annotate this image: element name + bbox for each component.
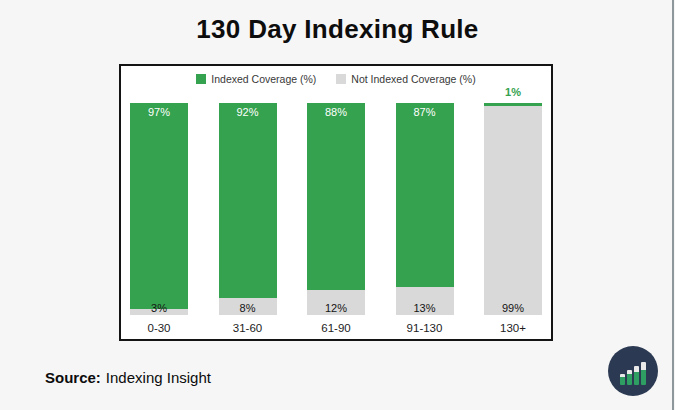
logo-bar-icon [641,362,646,385]
legend-item-label: Indexed Coverage (%) [211,73,316,85]
category-label: 91-130 [388,322,462,334]
category-label: 61-90 [299,322,373,334]
chart-plot: 97%3%0-3092%8%31-6088%12%61-9087%13%91-1… [121,103,551,315]
logo-bar-fill [641,370,646,385]
bar-column: 92%8%31-60 [219,103,277,315]
legend-item: Not Indexed Coverage (%) [336,73,475,85]
legend-item: Indexed Coverage (%) [196,73,316,85]
bar-column: 97%3%0-30 [130,103,188,315]
logo-bar-icon [634,366,639,385]
page-title: 130 Day Indexing Rule [0,14,675,45]
bar-value-label: 12% [307,302,365,314]
logo-bar-icon [620,374,625,385]
bar-value-label: 8% [219,302,277,314]
category-label: 31-60 [211,322,285,334]
source-label: Source: [45,369,101,386]
bar-value-label: 3% [130,302,188,314]
legend-item-label: Not Indexed Coverage (%) [351,73,475,85]
legend-swatch-icon [196,74,206,84]
logo-bar-cap [641,362,646,370]
category-label: 130+ [476,322,550,334]
bar-value-label: 92% [219,103,277,118]
bar-column: 1%99%130+ [484,103,542,315]
bar-value-label-outside: 1% [484,86,542,98]
bar-segment-indexed: 87% [396,103,454,287]
bar-segment-indexed: 92% [219,103,277,298]
logo-bar-fill [634,372,639,385]
category-label: 0-30 [122,322,196,334]
logo-bar-fill [627,374,632,385]
legend-swatch-icon [336,74,346,84]
chart-legend: Indexed Coverage (%) Not Indexed Coverage… [121,73,551,85]
source-value: Indexing Insight [106,369,211,386]
bar-value-label: 13% [396,302,454,314]
logo-bar-icon [627,370,632,385]
source-line: Source: Indexing Insight [45,369,211,386]
bar-segment-not-indexed [484,106,542,315]
logo-bar-fill [620,377,625,385]
window-edge [672,0,674,410]
logo-bars-icon [620,362,646,385]
chart-card: Indexed Coverage (%) Not Indexed Coverage… [119,64,553,341]
bar-value-label: 88% [307,103,365,118]
bar-segment-indexed: 97% [130,103,188,309]
bar-segment-indexed: 88% [307,103,365,290]
bar-value-label: 87% [396,103,454,118]
bar-column: 88%12%61-90 [307,103,365,315]
bar-column: 87%13%91-130 [396,103,454,315]
indexing-insight-logo [608,346,658,396]
bar-value-label: 97% [130,103,188,118]
bar-value-label: 99% [484,302,542,314]
